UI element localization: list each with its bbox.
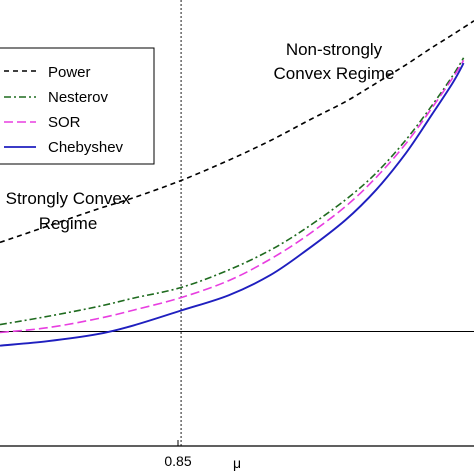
annotation-strongly-line1: Strongly Convex [6,189,131,208]
legend-label-power: Power [48,64,91,81]
reference-lines [0,0,474,446]
series-line-nesterov [0,57,465,326]
legend: Power Nesterov SOR Chebyshev [0,47,155,165]
series-line-sor [0,59,465,334]
series-layer [0,20,474,347]
legend-label-sor: SOR [48,114,81,131]
x-axis-label: μ [233,455,241,471]
annotation-non-strongly-line1: Non-strongly [286,40,383,59]
annotation-strongly-line2: Regime [39,214,98,233]
annotation-non-strongly-line2: Convex Regime [274,64,395,83]
series-line-chebyshev [0,62,465,347]
legend-box [0,47,155,165]
legend-label-chebyshev: Chebyshev [48,139,124,156]
x-tick-label: 0.85 [164,453,191,469]
legend-label-nesterov: Nesterov [48,89,109,106]
